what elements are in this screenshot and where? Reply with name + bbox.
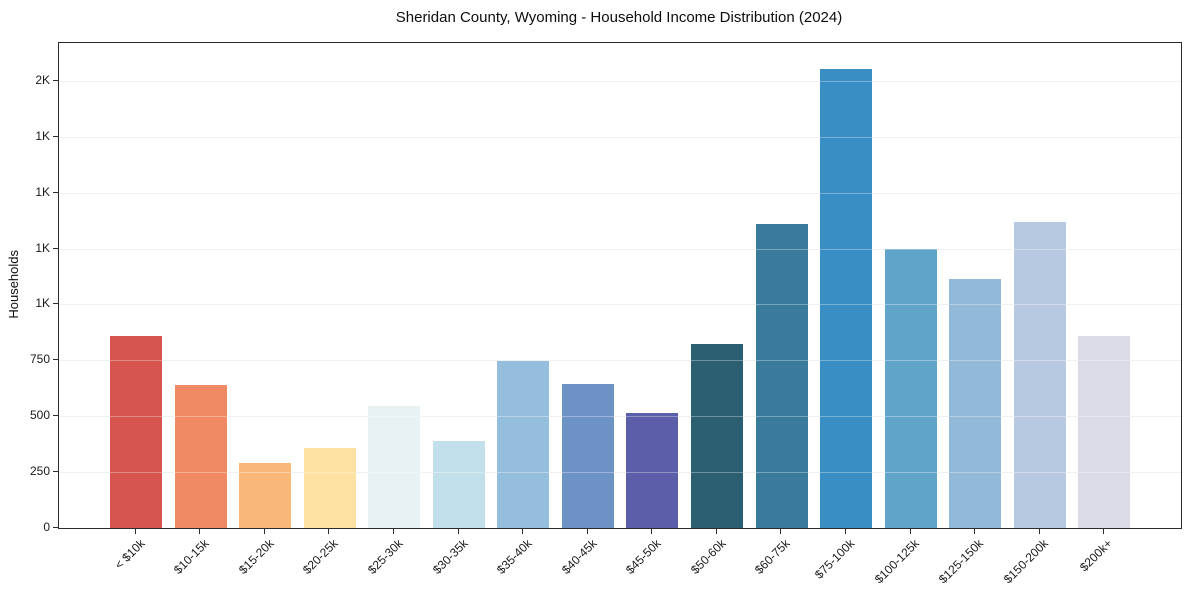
bar [433,441,485,528]
gridline [59,137,1181,138]
bar [691,344,743,528]
y-tick-label: 0 [43,520,50,534]
bars-layer [59,43,1181,528]
x-tick-mark [716,529,717,534]
y-tick-mark [53,136,58,137]
x-tick-label: $35-40k [493,536,535,577]
y-tick-label: 1K [35,241,50,255]
gridline [59,416,1181,417]
gridlines-under-layer [59,43,1181,528]
bar [1078,336,1130,528]
bar [562,384,614,528]
x-tick-label: $75-100k [811,536,858,582]
chart-title: Sheridan County, Wyoming - Household Inc… [395,9,843,26]
gridline [59,249,1181,250]
x-tick-mark [1039,529,1040,534]
x-tick-label: $50-60k [687,536,729,577]
gridline-overlay [59,360,1181,361]
gridline [59,81,1181,82]
y-tick-mark [53,471,58,472]
x-tick-label: $25-30k [364,536,406,577]
x-tick-label: $40-45k [558,536,600,577]
y-tick-label: 250 [29,464,50,478]
y-tick-label: 750 [29,352,50,366]
x-tick-label: $20-25k [299,536,341,577]
bar [497,361,549,528]
y-tick-label: 2K [35,73,50,87]
x-tick-label: $200k+ [1077,536,1116,575]
x-tick-mark [135,529,136,534]
y-tick-mark [53,415,58,416]
y-tick-mark [53,359,58,360]
bar [110,336,162,528]
gridline [59,472,1181,473]
y-tick-mark [53,248,58,249]
bar [239,463,291,528]
x-tick-mark [328,529,329,534]
gridline-overlay [59,137,1181,138]
x-tick-mark [393,529,394,534]
x-tick-label: $150-200k [1001,536,1052,587]
bar [1014,222,1066,528]
y-tick-mark [53,303,58,304]
bar [304,448,356,528]
x-tick-mark [587,529,588,534]
gridline-overlay [59,249,1181,250]
x-tick-mark [199,529,200,534]
x-tick-mark [780,529,781,534]
x-tick-label: $60-75k [751,536,793,577]
x-tick-label: $125-150k [936,536,987,587]
x-tick-mark [458,529,459,534]
y-tick-label: 1K [35,129,50,143]
bar [368,406,420,528]
y-tick-mark [53,80,58,81]
x-tick-mark [264,529,265,534]
gridline-overlay [59,416,1181,417]
y-tick-mark [53,527,58,528]
gridline-overlay [59,193,1181,194]
x-tick-label: $100-125k [872,536,923,587]
bar [820,69,872,528]
x-tick-mark [910,529,911,534]
x-tick-label: < $10k [111,536,148,572]
y-tick-label: 1K [35,296,50,310]
bar [626,413,678,528]
gridline [59,360,1181,361]
gridlines-over-layer [59,43,1181,528]
plot-area [58,42,1182,529]
gridline [59,304,1181,305]
bar [949,279,1001,528]
bar [175,385,227,528]
x-tick-mark [974,529,975,534]
bar [756,224,808,528]
x-tick-mark [845,529,846,534]
x-tick-label: $15-20k [235,536,277,577]
y-tick-mark [53,192,58,193]
gridline [59,193,1181,194]
x-tick-label: $30-35k [429,536,471,577]
bar [885,249,937,528]
x-tick-mark [522,529,523,534]
x-tick-mark [651,529,652,534]
x-tick-label: $45-50k [622,536,664,577]
x-tick-mark [1103,529,1104,534]
gridline-overlay [59,472,1181,473]
gridline-overlay [59,304,1181,305]
x-tick-label: $10-15k [170,536,212,577]
y-axis-label: Households [3,42,23,527]
y-tick-label: 500 [29,408,50,422]
gridline-overlay [59,81,1181,82]
y-tick-label: 1K [35,185,50,199]
